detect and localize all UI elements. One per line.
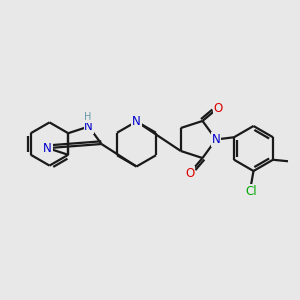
- Text: Cl: Cl: [245, 184, 257, 198]
- Text: N: N: [84, 120, 93, 133]
- Text: N: N: [212, 133, 220, 146]
- Text: H: H: [84, 112, 91, 122]
- Text: N: N: [132, 115, 141, 128]
- Text: O: O: [185, 167, 195, 179]
- Text: O: O: [214, 102, 223, 115]
- Text: N: N: [43, 142, 52, 154]
